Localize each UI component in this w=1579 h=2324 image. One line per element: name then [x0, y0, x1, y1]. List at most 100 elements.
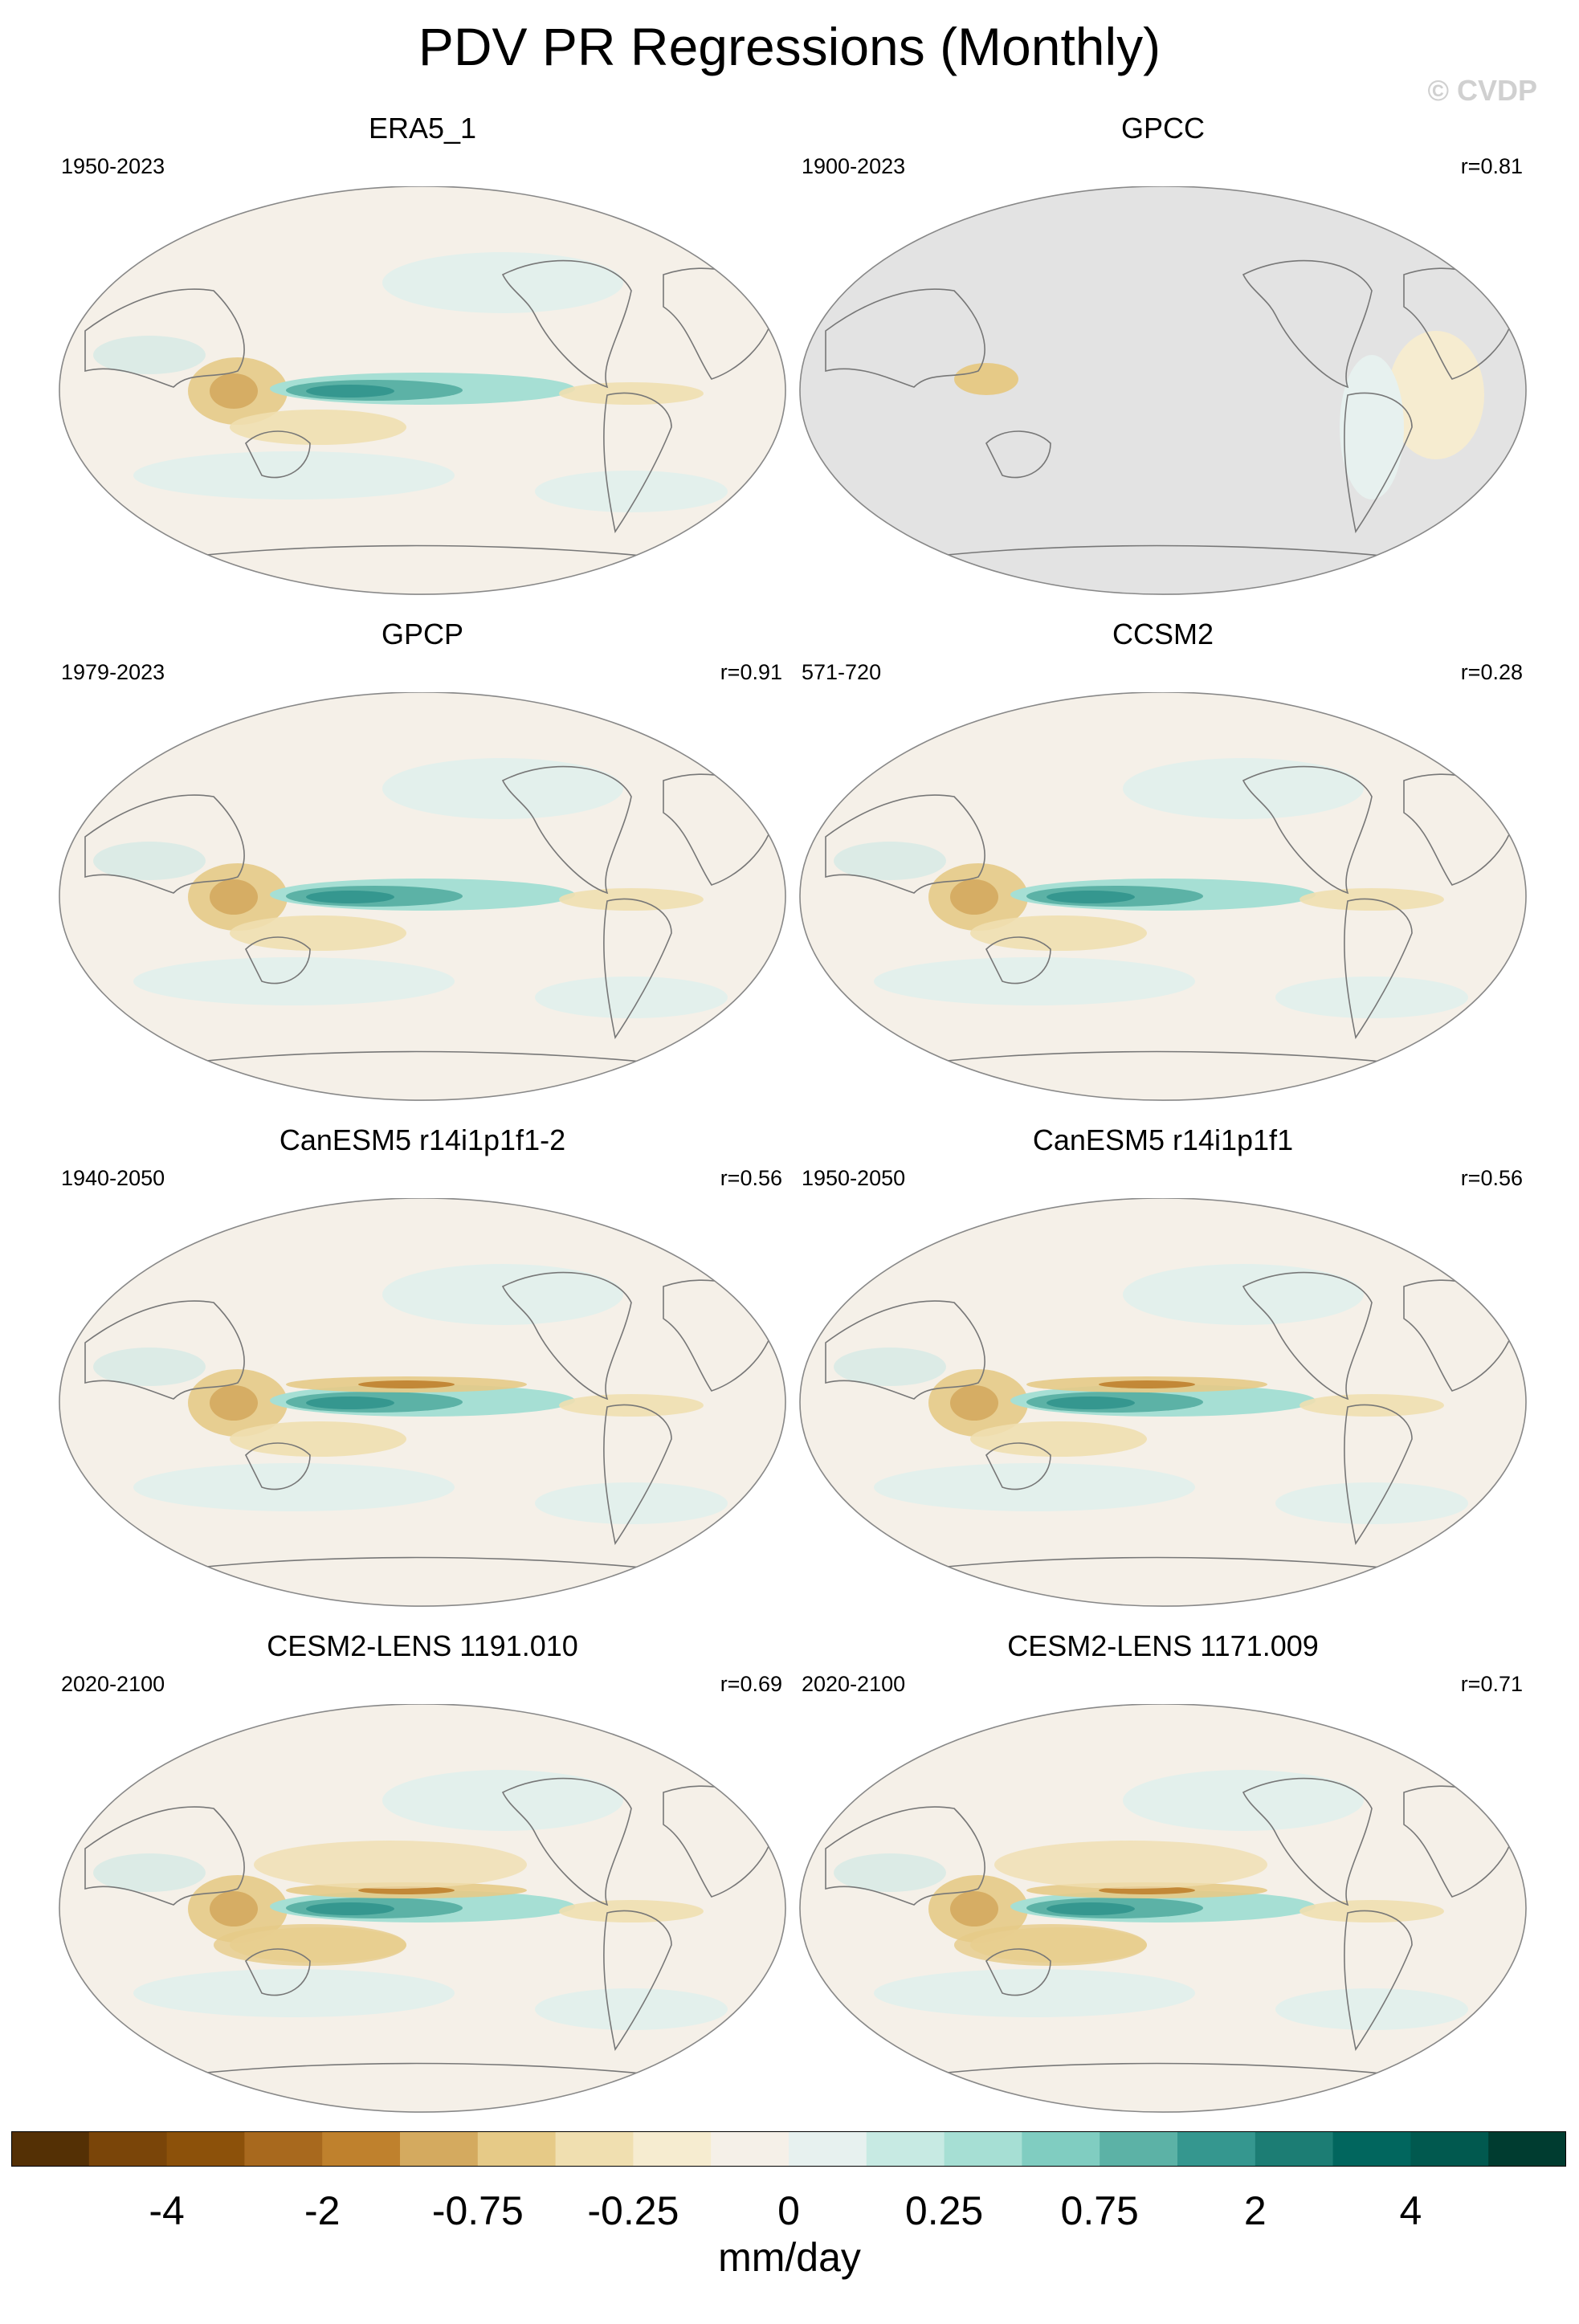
- map-border: [799, 1704, 1527, 2113]
- copyright-label: © CVDP: [1427, 74, 1537, 107]
- colorbar: [11, 2131, 1566, 2179]
- colorbar-tick-label: -4: [149, 2188, 185, 2233]
- map-plot: [59, 1198, 786, 1607]
- coastline: [84, 1300, 245, 1400]
- coastline: [245, 1442, 311, 1490]
- pr-anomaly-positive: [133, 1463, 455, 1511]
- panel-period: 1979-2023: [61, 660, 165, 684]
- colorbar-tick-label: 0.25: [904, 2188, 984, 2233]
- panel-correlation: r=0.56: [1460, 1166, 1523, 1190]
- map-panel: CCSM2 571-720 r=0.28: [794, 618, 1532, 1101]
- coastline: [84, 1806, 245, 1906]
- pr-anomaly-positive: [382, 1770, 623, 1831]
- pr-anomaly-positive: [834, 1853, 946, 1892]
- coastline: [1242, 765, 1373, 895]
- pr-anomaly-positive: [306, 891, 394, 903]
- colorbar-tick-label: 4: [1399, 2188, 1422, 2233]
- panel-period: 1940-2050: [61, 1166, 165, 1190]
- pr-anomaly-negative: [950, 879, 998, 915]
- pr-anomaly-positive: [1275, 976, 1468, 1018]
- coastline: [1242, 1271, 1373, 1401]
- pr-anomaly-positive: [306, 1902, 394, 1915]
- panel-title: CanESM5 r14i1p1f1: [1032, 1123, 1294, 1156]
- coastline: [501, 259, 632, 389]
- colorbar-swatch: [866, 2131, 945, 2167]
- panel-period: 1950-2023: [61, 154, 165, 178]
- colorbar-swatch: [400, 2131, 479, 2167]
- pr-anomaly-positive: [382, 1264, 623, 1325]
- pr-anomaly-positive: [93, 336, 206, 374]
- pr-anomaly-positive: [306, 1396, 394, 1409]
- land-anomaly: [1340, 355, 1404, 499]
- panel-title: GPCC: [1120, 112, 1205, 145]
- pr-anomaly-positive: [382, 758, 623, 819]
- colorbar-swatch: [1332, 2131, 1411, 2167]
- panel-title: CESM2-LENS 1171.009: [1007, 1629, 1319, 1662]
- pr-anomaly-positive: [1047, 1902, 1135, 1915]
- colorbar-swatch: [1410, 2131, 1489, 2167]
- panel-correlation: r=0.71: [1460, 1672, 1523, 1696]
- coastline: [985, 430, 1051, 479]
- colorbar-swatch: [1022, 2131, 1100, 2167]
- pr-anomaly-positive: [1275, 1988, 1468, 2030]
- coastline: [1344, 1404, 1413, 1546]
- coastline: [603, 898, 672, 1040]
- pr-anomaly-positive: [1047, 1396, 1135, 1409]
- map-border: [59, 1704, 786, 2113]
- pr-anomaly-positive: [874, 1463, 1195, 1511]
- pr-anomaly-positive: [1047, 891, 1135, 903]
- coastline: [501, 1271, 632, 1401]
- pr-anomaly-negative: [994, 1841, 1267, 1889]
- colorbar-tick-label: 2: [1243, 2188, 1267, 2233]
- colorbar-swatch: [322, 2131, 401, 2167]
- panel-title: CanESM5 r14i1p1f1-2: [279, 1123, 566, 1156]
- colorbar-units: mm/day: [718, 2235, 861, 2280]
- pr-anomaly-positive: [874, 1969, 1195, 2017]
- pr-anomaly-positive: [874, 957, 1195, 1005]
- panel-correlation: r=0.81: [1460, 154, 1523, 178]
- map-plot: [799, 1198, 1527, 1607]
- panel-period: 1900-2023: [802, 154, 906, 178]
- coastline: [825, 1300, 985, 1400]
- panel-title: GPCP: [381, 618, 464, 650]
- map-plot: [799, 186, 1527, 595]
- pr-anomaly-negative: [214, 1924, 406, 1966]
- colorbar-tick-label: -2: [304, 2188, 341, 2233]
- map-panel: CESM2-LENS 1171.009 2020-2100 r=0.71: [794, 1629, 1532, 2113]
- coastline: [825, 794, 985, 894]
- pr-anomaly-positive: [834, 842, 946, 880]
- coastline: [501, 1777, 632, 1906]
- pr-anomaly-positive: [535, 976, 728, 1018]
- pr-anomaly-positive: [93, 842, 206, 880]
- colorbar-swatch: [477, 2131, 557, 2167]
- pr-anomaly-positive: [535, 1482, 728, 1524]
- coastline: [603, 392, 672, 534]
- map-panel: GPCP 1979-2023 r=0.91: [53, 618, 792, 1101]
- coastline: [603, 1404, 672, 1546]
- colorbar-swatch: [1255, 2131, 1334, 2167]
- pr-anomaly-positive: [1123, 1770, 1364, 1831]
- map-plot: [799, 1704, 1527, 2113]
- pr-anomaly-positive: [1123, 1264, 1364, 1325]
- colorbar-tick-label: -0.75: [431, 2188, 524, 2233]
- pr-anomaly-positive: [93, 1853, 206, 1892]
- pr-anomaly-negative: [210, 1385, 258, 1421]
- colorbar-tick-labels: -4 -2 -0.75 -0.25 0 0.25 0.75 2 4: [0, 2187, 1579, 2236]
- map-panel: CanESM5 r14i1p1f1-2 1940-2050 r=0.56: [53, 1123, 792, 1607]
- colorbar-swatch: [1488, 2131, 1566, 2167]
- panel-period: 1950-2050: [802, 1166, 906, 1190]
- colorbar-tick-label: 0: [777, 2188, 800, 2233]
- land-anomaly: [954, 363, 1018, 395]
- pr-anomaly-positive: [834, 1348, 946, 1386]
- colorbar-swatch: [711, 2131, 790, 2167]
- pr-anomaly-positive: [535, 471, 728, 512]
- colorbar-swatch: [166, 2131, 245, 2167]
- map-border: [59, 692, 786, 1101]
- pr-anomaly-negative: [230, 410, 406, 445]
- pr-anomaly-negative: [210, 373, 258, 409]
- coastline: [1344, 392, 1413, 534]
- pr-anomaly-negative: [970, 915, 1147, 951]
- map-plot: [59, 692, 786, 1101]
- coastline: [245, 430, 311, 479]
- map-border: [799, 1198, 1527, 1607]
